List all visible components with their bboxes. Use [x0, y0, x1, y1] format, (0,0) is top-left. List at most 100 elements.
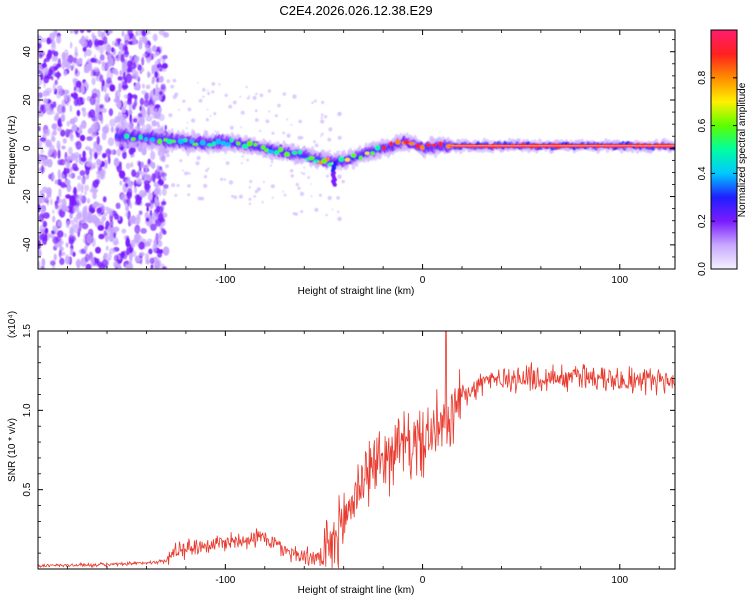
noise-blob [43, 58, 47, 68]
snr-frame [37, 330, 676, 570]
scatter-blob [282, 92, 286, 96]
ridge-core [338, 156, 344, 162]
noise-blob [76, 58, 81, 67]
scatter-blob [225, 161, 230, 166]
noise-blob [46, 193, 52, 199]
scatter-blob [328, 149, 331, 153]
noise-blob [119, 70, 123, 76]
scatter-blob [270, 184, 275, 189]
scatter-blob [220, 177, 224, 181]
noise-blob [150, 151, 156, 160]
spectrogram-y-ticks: -40 -20 0 20 40 [22, 39, 675, 258]
noise-blob [103, 252, 108, 259]
noise-blob [64, 95, 68, 103]
noise-blob [51, 50, 56, 55]
scatter-blob [253, 195, 256, 198]
y-tick-label: -20 [22, 189, 33, 204]
colorbar-tick-label: 0.0 [697, 262, 708, 276]
noise-blob [52, 123, 57, 131]
ridge-core [229, 137, 234, 143]
noise-blob [75, 204, 80, 213]
noise-blob [132, 35, 137, 46]
ridge-core [206, 143, 214, 147]
scatter-blob [336, 196, 340, 200]
noise-blob [162, 266, 167, 269]
noise-blob [132, 118, 138, 123]
noise-blob [118, 82, 122, 93]
figure-title: C2E4.2026.026.12.38.E29 [279, 3, 432, 18]
noise-blob [39, 234, 46, 241]
scatter-blob [300, 171, 303, 174]
noise-blob [117, 76, 123, 81]
noise-blob [66, 120, 71, 127]
noise-blob [43, 75, 50, 84]
noise-blob [145, 115, 153, 122]
scatter-blob [292, 94, 297, 99]
noise-blob [47, 49, 52, 60]
noise-blob [93, 201, 97, 210]
scatter-blob [240, 110, 245, 115]
noise-blob [91, 77, 96, 86]
ridge-core [274, 150, 280, 156]
scatter-blob [165, 164, 169, 169]
noise-blob [156, 64, 160, 69]
noise-blob [120, 53, 125, 63]
ridge-core [431, 143, 437, 148]
noise-blob [125, 263, 131, 269]
noise-blob [126, 93, 134, 99]
noise-blob [97, 224, 105, 231]
y-tick-label: 20 [22, 94, 33, 106]
noise-blob [101, 131, 107, 141]
noise-blob [106, 52, 112, 58]
colorbar-tick-label: 0.2 [697, 214, 708, 228]
x-tick-label: -100 [215, 275, 235, 286]
scatter-blob [196, 155, 201, 161]
noise-blob [82, 109, 87, 118]
noise-blob [96, 135, 100, 145]
noise-blob [116, 89, 121, 100]
noise-blob [109, 219, 114, 228]
scatter-blob [314, 143, 319, 148]
noise-blob [115, 261, 118, 268]
noise-blob [125, 58, 128, 68]
scatter-blob [244, 134, 249, 139]
noise-blob [161, 63, 168, 69]
ridge-core [381, 145, 387, 150]
noise-blob [60, 204, 68, 212]
scatter-blob [256, 187, 261, 192]
noise-blob [156, 183, 161, 191]
scatter-blob [339, 112, 342, 115]
noise-blob [123, 49, 130, 58]
ridge-core [291, 151, 298, 155]
noise-blob [107, 137, 115, 147]
noise-blob [69, 41, 73, 49]
scatter-blob [246, 158, 249, 162]
noise-blob [61, 113, 66, 122]
colorbar-tick-label: 0.8 [697, 70, 708, 84]
scatter-blob [181, 169, 184, 172]
scatter-blob [320, 116, 323, 120]
ridge-core [374, 145, 381, 151]
noise-blob [65, 242, 69, 248]
noise-blob [151, 76, 156, 83]
noise-blob [128, 147, 135, 155]
noise-blob [129, 62, 137, 70]
noise-blob [47, 150, 51, 158]
ridge-core [344, 157, 351, 162]
noise-blob [99, 54, 105, 61]
noise-blob [84, 146, 91, 151]
noise-blob [73, 86, 77, 91]
noise-blob [125, 205, 129, 212]
noise-blob [84, 173, 88, 181]
scatter-blob [337, 174, 342, 179]
ridge-core [189, 139, 194, 144]
noise-blob [39, 104, 44, 112]
noise-blob [144, 241, 151, 247]
ridge-core [178, 138, 184, 145]
noise-blob [85, 263, 92, 269]
scatter-blob [252, 95, 257, 100]
scatter-blob [240, 162, 243, 165]
noise-blob [101, 259, 109, 268]
noise-blob [137, 64, 142, 71]
noise-blob [124, 77, 127, 85]
